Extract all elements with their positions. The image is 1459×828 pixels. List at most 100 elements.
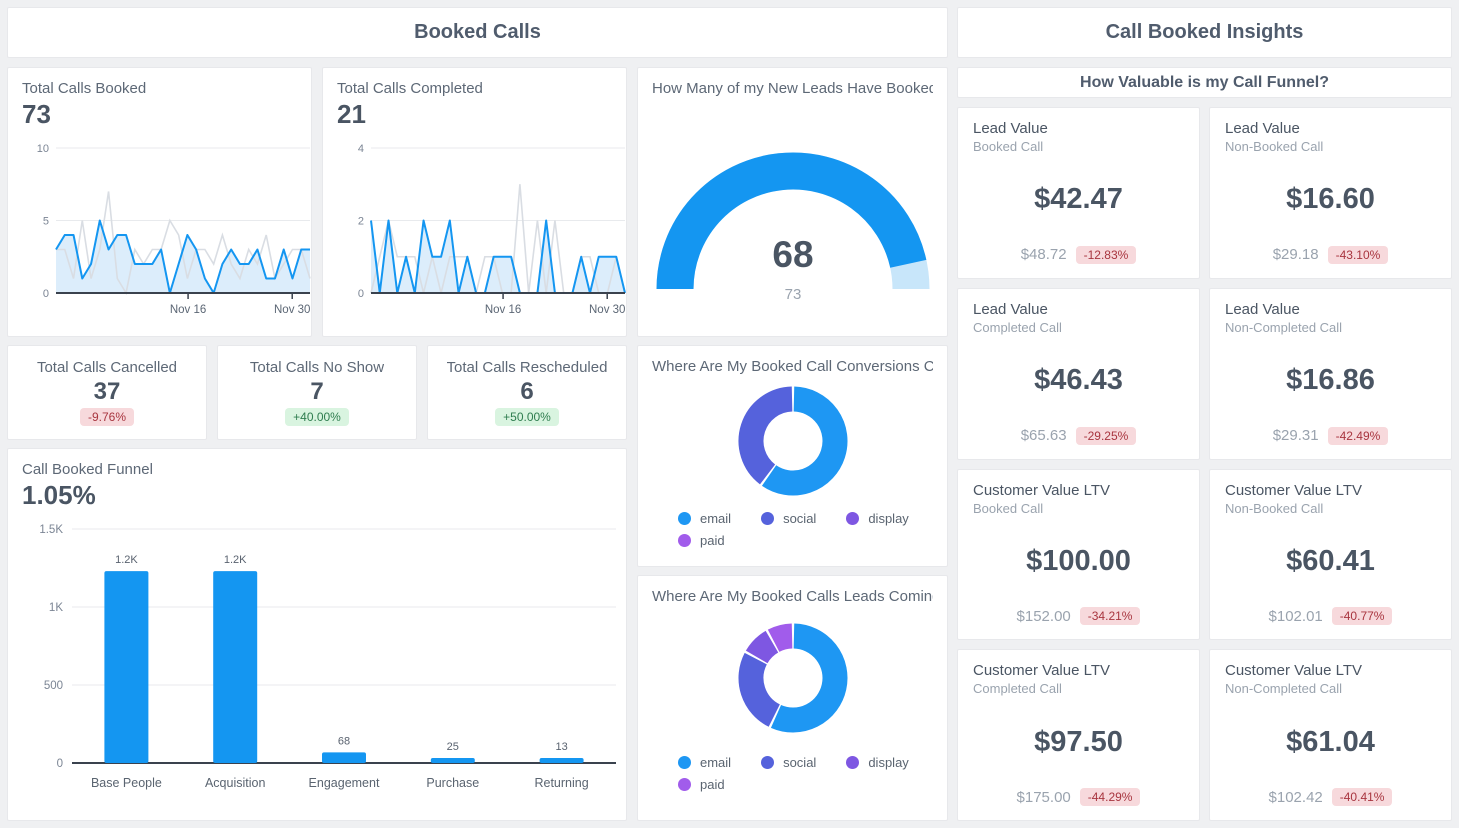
new-leads-booked-gauge-chart: 68 73 [656, 152, 929, 303]
total-calls-completed-card: Total Calls Completed 21 0 2 4 Nov 16 Nov 30 [322, 67, 627, 337]
insight-card-bottom: $175.00 -44.29% [973, 788, 1184, 806]
bar-category-label: Acquisition [205, 776, 265, 790]
bar-value-label: 1.2K [224, 554, 247, 566]
booked-calls-header: Booked Calls [7, 7, 948, 58]
insight-card-value: $100.00 [1026, 544, 1131, 577]
insight-card-subtitle: Booked Call [973, 139, 1044, 154]
call-booked-funnel-card: Call Booked Funnel 1.05% 0 500 1K 1.5K 1.2K B… [7, 448, 627, 821]
insight-card-value: $61.04 [1286, 725, 1375, 758]
insight-card-delta-badge: -12.83% [1075, 245, 1137, 264]
insight-card-delta-badge: -44.29% [1079, 788, 1141, 806]
call-booked-insights-header: Call Booked Insights [957, 7, 1452, 58]
booked-calls-header-title: Booked Calls [414, 21, 541, 43]
current-series-line [370, 219, 626, 294]
total-calls-rescheduled-title: Total Calls Rescheduled [446, 358, 608, 376]
bar-value-label: 68 [338, 735, 350, 747]
email-legend-dot-icon [678, 512, 691, 525]
insight-card-value: $16.86 [1286, 364, 1375, 397]
insight-card-subtitle: Non-Completed Call [1225, 681, 1343, 697]
new-leads-booked-gauge-card: How Many of my New Leads Have Booked… 68… [637, 67, 948, 337]
legend-label: email [700, 755, 732, 770]
insight-card-title: Customer Value LTV [973, 481, 1110, 499]
total-calls-cancelled-value: 37 [93, 377, 121, 405]
donut-segment-social [738, 386, 793, 485]
insight-card-subtitle: Booked Call [973, 500, 1044, 516]
insight-card-delta-badge: -43.10% [1327, 245, 1389, 264]
right-column: How Many of my New Leads Have Booked… 68… [637, 67, 948, 821]
insight-card: Lead Value Booked Call $42.47 $48.72 -12… [957, 107, 1200, 279]
y-tick-label: 500 [44, 680, 63, 692]
legend-label: paid [700, 533, 725, 548]
total-calls-no-show-card: Total Calls No Show 7 +40.00% [217, 345, 417, 440]
insight-card: Customer Value LTV Non-Completed Call $6… [1209, 649, 1452, 821]
gauge-max: 73 [784, 286, 801, 303]
display-legend-dot-icon [846, 756, 860, 769]
bar-base-people [104, 571, 149, 763]
legend-label: email [700, 511, 732, 526]
total-calls-rescheduled-value: 6 [520, 377, 534, 405]
insight-card-value: $97.50 [1034, 725, 1123, 758]
legend-label: social [783, 755, 817, 770]
insight-card-value: $42.47 [1034, 183, 1123, 216]
insight-card-previous-value: $102.42 [1268, 788, 1323, 806]
insight-card-title: Customer Value LTV [973, 662, 1110, 680]
insight-card-subtitle: Non-Booked Call [1225, 500, 1324, 516]
insight-card-previous-value: $48.72 [1020, 246, 1067, 264]
social-legend-dot-icon [761, 756, 775, 769]
bar-value-label: 13 [555, 741, 567, 753]
booked-calls-body: Total Calls Booked 73 0 5 10 Nov 16 Nov 30 T… [7, 67, 948, 821]
donut-segment-display [745, 630, 779, 664]
insight-card-delta-badge: -29.25% [1075, 426, 1137, 445]
total-calls-completed-title: Total Calls Completed [337, 80, 483, 97]
insight-card-title: Lead Value [973, 120, 1048, 137]
insight-card-title: Lead Value [1225, 300, 1300, 318]
insight-card-delta-badge: -40.41% [1331, 788, 1393, 806]
kpi-row: Total Calls Cancelled 37 -9.76% Total Ca… [7, 345, 627, 440]
booked-calls-leads-title: Where Are My Booked Calls Leads Coming… [652, 588, 933, 605]
legend-item-display[interactable]: display [846, 511, 909, 526]
insight-card-previous-value: $65.63 [1020, 427, 1067, 444]
insight-card-title: Lead Value [973, 300, 1048, 318]
bar-category-label: Returning [534, 776, 588, 790]
legend-item-email[interactable]: email [678, 511, 731, 526]
insight-card-previous-value: $152.00 [1016, 607, 1071, 625]
legend-item-display[interactable]: display [846, 755, 909, 770]
call-funnel-value-subheader: How Valuable is my Call Funnel? [957, 67, 1452, 98]
insight-card-value: $60.41 [1286, 544, 1375, 577]
legend-item-social[interactable]: social [761, 511, 816, 526]
current-series-line [55, 219, 310, 294]
legend-label: display [868, 755, 909, 770]
bar-value-label: 25 [447, 741, 459, 753]
email-legend-dot-icon [678, 756, 691, 769]
total-calls-booked-chart: 0 5 10 Nov 16 Nov 30 [37, 143, 311, 316]
total-calls-no-show-title: Total Calls No Show [249, 358, 385, 376]
insight-card-bottom: $102.42 -40.41% [1225, 788, 1436, 806]
legend-item-social[interactable]: social [761, 755, 816, 770]
y-tick-label: 10 [37, 143, 49, 155]
insight-card-value: $46.43 [1034, 364, 1123, 397]
bar-purchase [430, 758, 475, 763]
insight-card-previous-value: $29.18 [1272, 246, 1319, 264]
insight-card-previous-value: $175.00 [1016, 788, 1071, 806]
insight-card-bottom: $152.00 -34.21% [973, 607, 1184, 626]
donut-segment-social [738, 652, 780, 727]
bar-category-label: Engagement [309, 776, 380, 790]
legend-item-paid[interactable]: paid [678, 533, 731, 548]
total-calls-booked-card: Total Calls Booked 73 0 5 10 Nov 16 Nov 30 [7, 67, 312, 337]
insight-card-delta-badge: -34.21% [1079, 607, 1141, 626]
insight-card: Lead Value Completed Call $46.43 $65.63 … [957, 287, 1200, 460]
previous-series-line [56, 191, 311, 296]
y-tick-label: 1K [49, 602, 63, 614]
bar-value-label: 1.2K [115, 554, 138, 566]
legend-label: paid [700, 777, 725, 792]
total-calls-no-show-delta-badge: +40.00% [285, 408, 349, 427]
insight-card-delta-badge: -42.49% [1327, 426, 1389, 445]
legend-item-paid[interactable]: paid [678, 777, 731, 792]
gauge-fill [656, 152, 926, 290]
donut-segment-email [761, 386, 847, 496]
trend-charts-row: Total Calls Booked 73 0 5 10 Nov 16 Nov 30 T… [7, 67, 627, 337]
bar-engagement [322, 752, 366, 763]
gauge-value: 68 [772, 234, 813, 275]
total-calls-booked-title: Total Calls Booked [22, 80, 147, 97]
legend-item-email[interactable]: email [678, 755, 731, 770]
